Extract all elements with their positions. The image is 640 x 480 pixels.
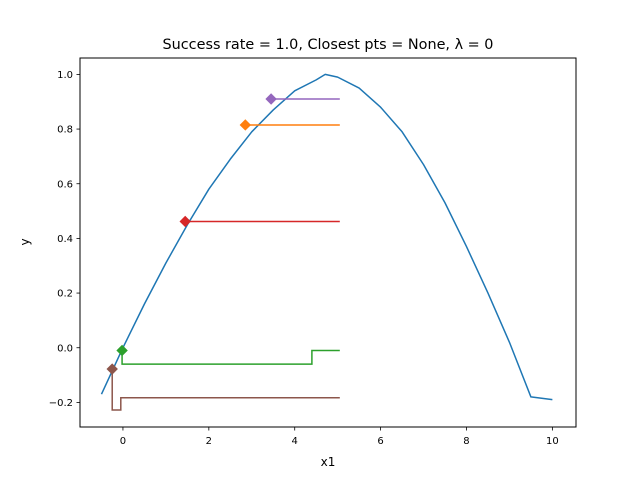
y-tick-label: 1.0 xyxy=(57,70,73,81)
x-tick-label: 0 xyxy=(120,436,126,447)
series-3-marker xyxy=(116,344,128,357)
y-tick-label: 0.6 xyxy=(57,179,73,190)
plot-frame xyxy=(79,57,577,428)
x-tick-label: 2 xyxy=(206,436,212,447)
y-axis-label: y xyxy=(18,238,32,245)
chart-title: Success rate = 1.0, Closest pts = None, … xyxy=(163,37,494,53)
series-2-marker xyxy=(179,215,191,228)
plot-area xyxy=(80,58,576,427)
y-tick-label: 0.8 xyxy=(57,125,73,136)
x-tick-label: 8 xyxy=(463,436,469,447)
series-layer xyxy=(100,73,553,411)
y-tick-label: 0.4 xyxy=(57,234,73,245)
x-tick-label: 4 xyxy=(292,436,298,447)
marker-layer xyxy=(106,93,277,375)
series-4-marker xyxy=(106,363,118,375)
y-tick-label: −0.2 xyxy=(49,398,73,409)
series-4-line xyxy=(111,369,340,411)
curve-line xyxy=(100,73,553,401)
series-3-line xyxy=(121,349,340,365)
series-0-marker xyxy=(265,93,277,105)
x-tick-label: 6 xyxy=(377,436,383,447)
x-axis-label: x1 xyxy=(321,455,336,469)
y-axis-ticks: −0.2 0.0 0.2 0.4 0.6 0.8 1.0 xyxy=(49,70,80,409)
x-axis-ticks: 0 2 4 6 8 10 xyxy=(120,427,559,447)
y-tick-label: 0.2 xyxy=(57,289,73,300)
y-tick-label: 0.0 xyxy=(57,343,73,354)
series-1-marker xyxy=(239,119,252,131)
x-tick-label: 10 xyxy=(546,436,559,447)
